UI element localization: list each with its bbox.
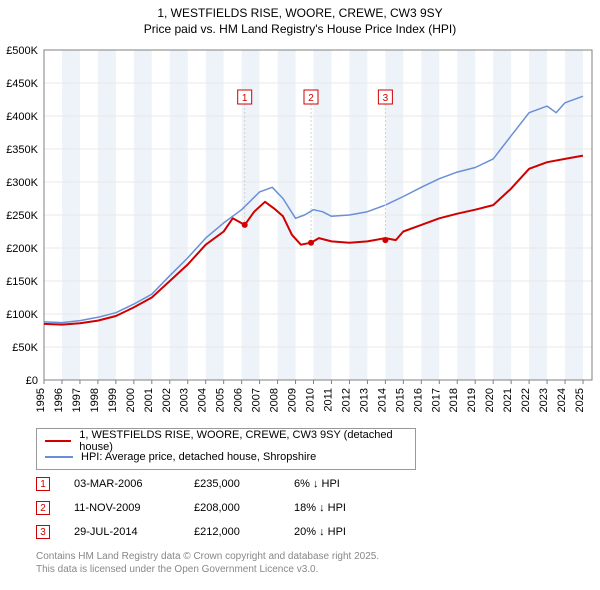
sales-table: 1 03-MAR-2006£235,0006% ↓ HPI 2 11-NOV-2009… xyxy=(36,472,394,544)
sale-date: 29-JUL-2014 xyxy=(74,526,194,538)
legend-item: 1, WESTFIELDS RISE, WOORE, CREWE, CW3 9S… xyxy=(45,433,407,449)
svg-text:2025: 2025 xyxy=(574,388,586,412)
svg-text:2000: 2000 xyxy=(125,388,137,412)
footer-line2: This data is licensed under the Open Gov… xyxy=(36,563,379,576)
svg-text:£400K: £400K xyxy=(6,111,38,123)
svg-text:2024: 2024 xyxy=(556,388,568,412)
svg-text:2003: 2003 xyxy=(179,388,191,412)
svg-text:2012: 2012 xyxy=(340,388,352,412)
svg-text:2005: 2005 xyxy=(215,388,227,412)
svg-text:2011: 2011 xyxy=(322,388,334,412)
sale-price: £235,000 xyxy=(194,478,294,490)
svg-text:2007: 2007 xyxy=(251,388,263,412)
svg-text:1: 1 xyxy=(242,93,248,104)
svg-text:1995: 1995 xyxy=(35,388,47,412)
svg-text:3: 3 xyxy=(383,93,389,104)
svg-text:2010: 2010 xyxy=(305,388,317,412)
title-line1: 1, WESTFIELDS RISE, WOORE, CREWE, CW3 9S… xyxy=(0,6,600,22)
svg-text:2018: 2018 xyxy=(448,388,460,412)
legend-swatch xyxy=(45,440,71,442)
sale-marker: 3 xyxy=(36,525,50,539)
svg-text:2019: 2019 xyxy=(466,388,478,412)
footer: Contains HM Land Registry data © Crown c… xyxy=(36,550,379,576)
svg-text:2020: 2020 xyxy=(484,388,496,412)
legend-label: HPI: Average price, detached house, Shro… xyxy=(81,451,316,463)
sale-marker: 2 xyxy=(36,501,50,515)
sale-diff: 18% ↓ HPI xyxy=(294,502,394,514)
sale-price: £212,000 xyxy=(194,526,294,538)
svg-text:1996: 1996 xyxy=(53,388,65,412)
title-line2: Price paid vs. HM Land Registry's House … xyxy=(0,22,600,38)
svg-text:2008: 2008 xyxy=(269,388,281,412)
svg-text:2: 2 xyxy=(308,93,314,104)
svg-text:£200K: £200K xyxy=(6,243,38,255)
chart-container: 1, WESTFIELDS RISE, WOORE, CREWE, CW3 9S… xyxy=(0,0,600,590)
line-chart: £0 £50K £100K £150K £200K £250K £300K £350K £400… xyxy=(0,42,600,422)
legend-label: 1, WESTFIELDS RISE, WOORE, CREWE, CW3 9S… xyxy=(79,429,407,453)
svg-text:£350K: £350K xyxy=(6,144,38,156)
sale-date: 03-MAR-2006 xyxy=(74,478,194,490)
svg-text:1997: 1997 xyxy=(71,388,83,412)
svg-text:2016: 2016 xyxy=(412,388,424,412)
svg-text:£50K: £50K xyxy=(12,342,38,354)
sale-date: 11-NOV-2009 xyxy=(74,502,194,514)
sale-diff: 6% ↓ HPI xyxy=(294,478,394,490)
sale-row: 2 11-NOV-2009£208,00018% ↓ HPI xyxy=(36,496,394,520)
svg-text:2009: 2009 xyxy=(287,388,299,412)
svg-text:2023: 2023 xyxy=(538,388,550,412)
svg-text:2021: 2021 xyxy=(502,388,514,412)
svg-text:1998: 1998 xyxy=(89,388,101,412)
svg-text:£150K: £150K xyxy=(6,276,38,288)
legend-swatch xyxy=(45,456,73,458)
svg-text:2022: 2022 xyxy=(520,388,532,412)
svg-text:£500K: £500K xyxy=(6,45,38,57)
legend: 1, WESTFIELDS RISE, WOORE, CREWE, CW3 9S… xyxy=(36,428,416,470)
svg-text:£450K: £450K xyxy=(6,78,38,90)
svg-text:2013: 2013 xyxy=(358,388,370,412)
svg-text:£250K: £250K xyxy=(6,210,38,222)
svg-text:£0: £0 xyxy=(26,375,38,387)
title-block: 1, WESTFIELDS RISE, WOORE, CREWE, CW3 9S… xyxy=(0,0,600,37)
footer-line1: Contains HM Land Registry data © Crown c… xyxy=(36,550,379,563)
sale-price: £208,000 xyxy=(194,502,294,514)
sale-diff: 20% ↓ HPI xyxy=(294,526,394,538)
sale-row: 3 29-JUL-2014£212,00020% ↓ HPI xyxy=(36,520,394,544)
svg-text:£300K: £300K xyxy=(6,177,38,189)
svg-text:2002: 2002 xyxy=(161,388,173,412)
svg-text:2001: 2001 xyxy=(143,388,155,412)
svg-text:2015: 2015 xyxy=(394,388,406,412)
svg-text:2004: 2004 xyxy=(197,388,209,412)
svg-text:2006: 2006 xyxy=(233,388,245,412)
svg-text:£100K: £100K xyxy=(6,309,38,321)
sale-marker: 1 xyxy=(36,477,50,491)
sale-row: 1 03-MAR-2006£235,0006% ↓ HPI xyxy=(36,472,394,496)
svg-text:2014: 2014 xyxy=(376,388,388,412)
svg-text:2017: 2017 xyxy=(430,388,442,412)
svg-text:1999: 1999 xyxy=(107,388,119,412)
